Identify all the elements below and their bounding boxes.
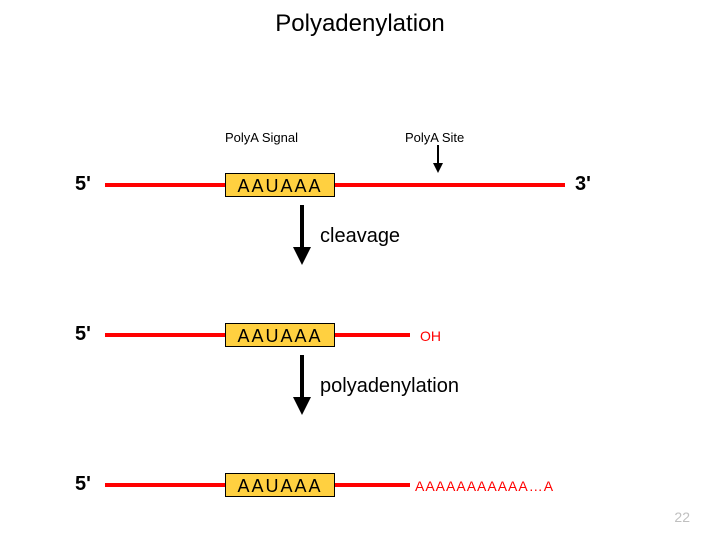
cleavage-arrow-icon [290,205,314,265]
rna-row-2: 5' AAUAAA OH [80,320,600,350]
sequence-box-2: AAUAAA [225,323,335,347]
five-prime-label-2: 5' [75,323,91,346]
rna-row-1: 5' AAUAAA 3' [80,170,600,200]
sequence-box-1: AAUAAA [225,173,335,197]
sequence-box-3: AAUAAA [225,473,335,497]
rna-line-right-cut-3 [335,483,410,487]
rna-row-3: 5' AAUAAA AAAAAAAAAAA…A [80,470,600,500]
page-number: 22 [674,509,690,525]
rna-line-right-cut [335,333,410,337]
polya-signal-label: PolyA Signal [225,130,298,145]
polya-site-label: PolyA Site [405,130,464,145]
rna-line-right-full [335,183,565,187]
diagram-title: Polyadenylation [0,10,720,38]
rna-line-left [105,183,225,187]
polya-site-arrow-icon [430,145,446,173]
five-prime-label-3: 5' [75,473,91,496]
polyadenylation-arrow-icon [290,355,314,415]
cleavage-label: cleavage [320,225,400,248]
rna-line-left-3 [105,483,225,487]
oh-label: OH [420,328,441,344]
three-prime-label: 3' [575,173,591,196]
rna-line-left-2 [105,333,225,337]
five-prime-label: 5' [75,173,91,196]
polyadenylation-label: polyadenylation [320,375,459,398]
polya-tail-label: AAAAAAAAAAA…A [415,478,554,494]
